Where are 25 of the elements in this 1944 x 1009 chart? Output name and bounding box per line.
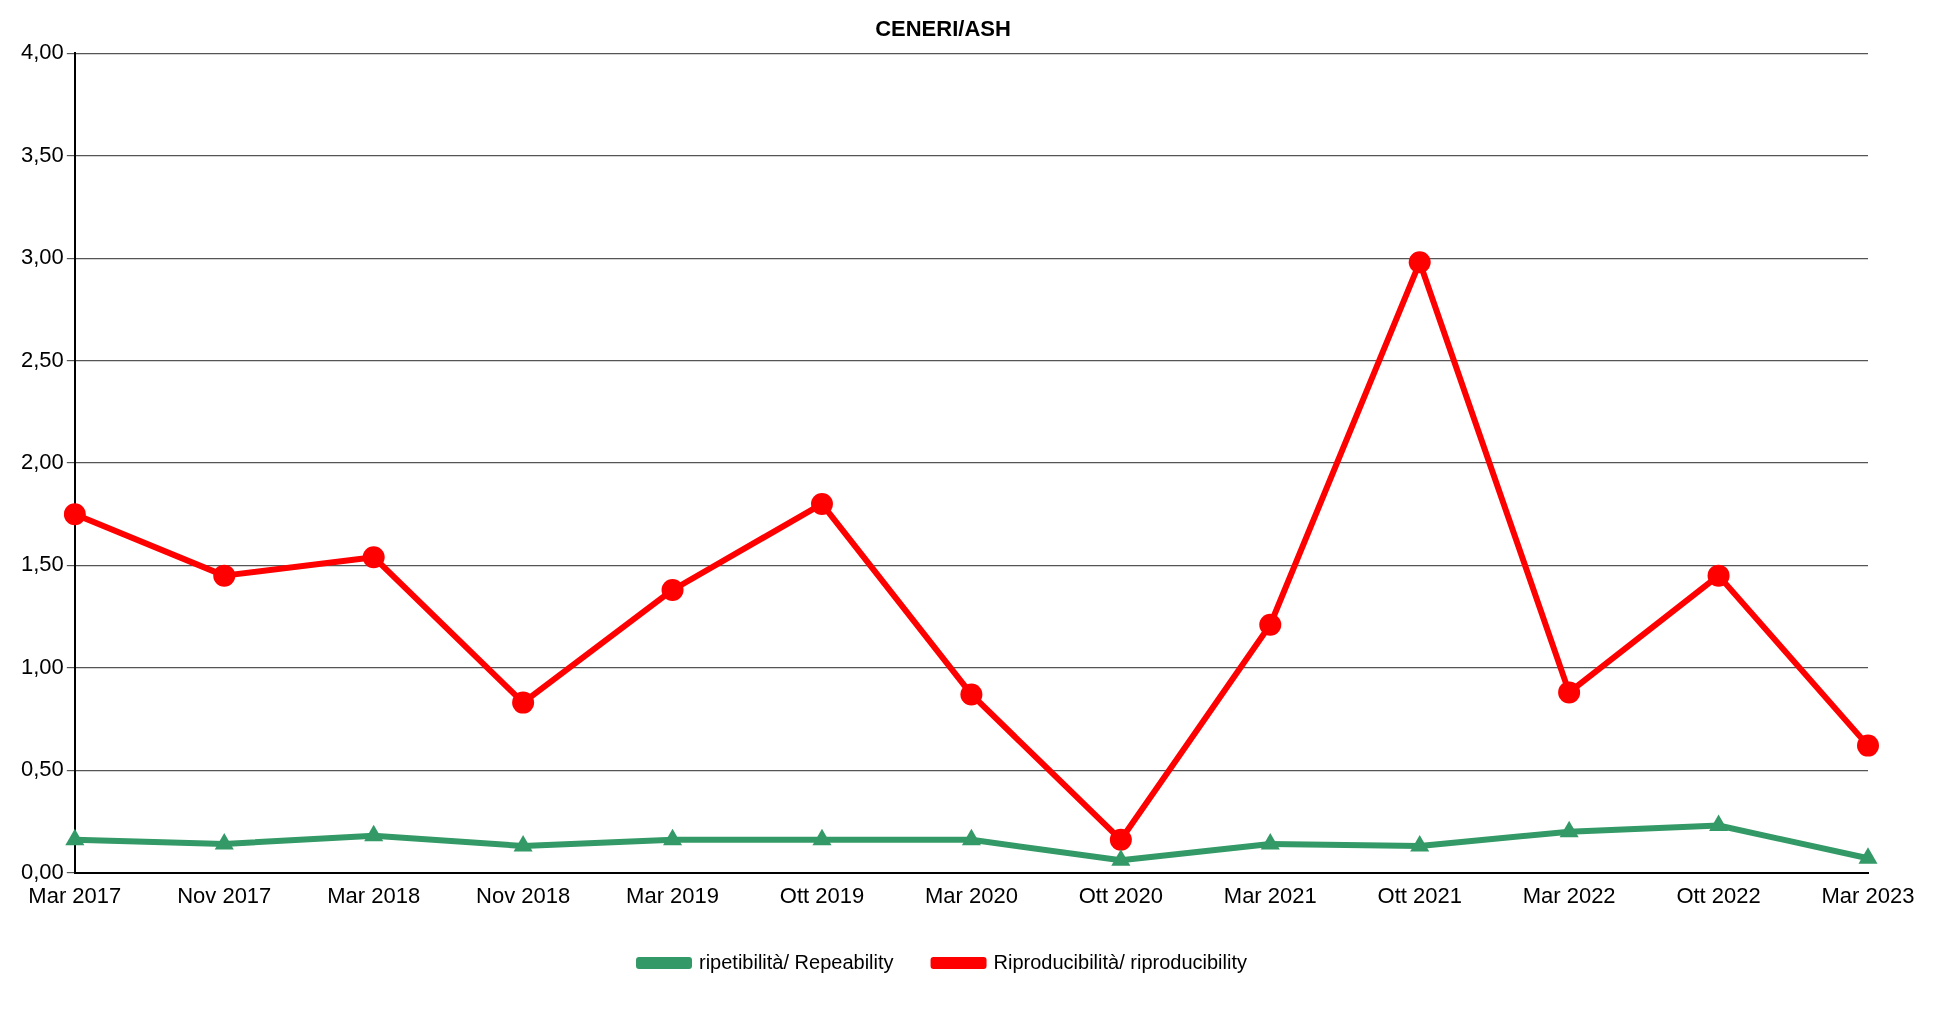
- x-tick-label: Nov 2017: [177, 882, 272, 908]
- y-tick-label: 1,50: [20, 551, 64, 577]
- y-tick-label: 3,50: [20, 141, 64, 167]
- y-tick-label: 4,00: [20, 39, 64, 65]
- legend-label: ripetibilità/ Repeability: [699, 950, 894, 973]
- legend-label: Riproducibilità/ riproducibility: [993, 950, 1247, 973]
- x-tick-label: Mar 2019: [626, 882, 720, 908]
- x-tick-label: Mar 2021: [1223, 882, 1317, 908]
- y-tick-label: 2,00: [20, 449, 64, 475]
- y-tick-label: 3,00: [20, 244, 64, 270]
- x-tick-label: Nov 2018: [476, 882, 571, 908]
- x-tick-label: Mar 2018: [327, 882, 421, 908]
- x-tick-label: Mar 2023: [1821, 882, 1915, 908]
- y-tick-label: 0,50: [20, 756, 64, 782]
- x-tick-label: Ott 2022: [1676, 882, 1761, 908]
- chart-title: CENERI/ASH: [875, 16, 1011, 42]
- x-tick-label: Ott 2019: [779, 882, 865, 908]
- y-tick-label: 1,00: [20, 653, 64, 679]
- x-tick-label: Ott 2020: [1078, 882, 1164, 908]
- y-tick-label: 2,50: [20, 346, 64, 372]
- x-tick-label: Mar 2022: [1522, 882, 1616, 908]
- x-tick-label: Mar 2020: [924, 882, 1018, 908]
- x-tick-label: Ott 2021: [1377, 882, 1462, 908]
- y-tick-label: 0,00: [20, 858, 64, 884]
- x-tick-label: Mar 2017: [28, 882, 122, 908]
